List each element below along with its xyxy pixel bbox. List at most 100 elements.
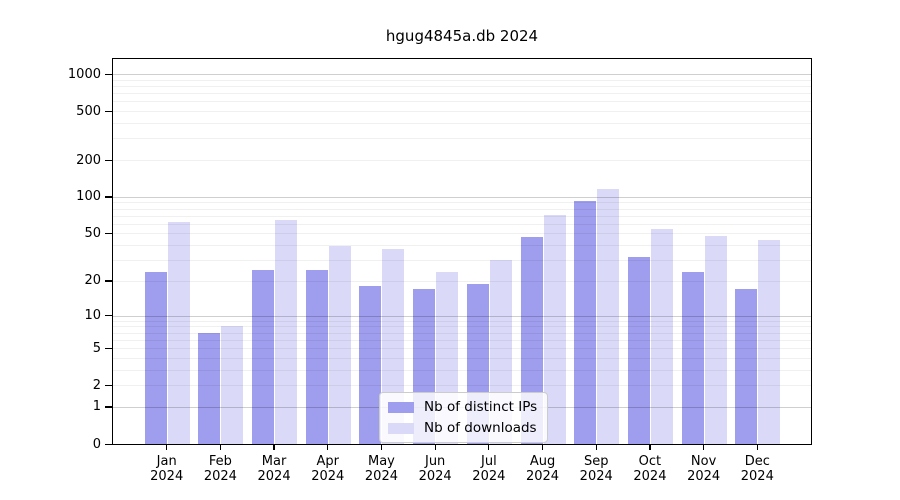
year-label: 2024 [579,469,613,484]
x-tick-feb [219,444,221,450]
bar-downloads-apr [328,246,351,444]
bar-distinct-ips-mar [252,269,275,444]
y-tick-label-0: 0 [92,436,101,452]
x-tick-label-jan: Jan 2024 [135,454,199,484]
month-label: Dec [744,454,770,469]
year-label: 2024 [418,469,452,484]
y-tick-20 [105,280,113,282]
month-label: Oct [638,454,662,469]
month-label: Sep [583,454,609,469]
bar-downloads-feb [221,326,244,444]
y-tick-0 [105,443,113,445]
gridline-700 [113,93,811,95]
bar-distinct-ips-jan [144,271,167,444]
y-tick-label-5: 5 [92,340,101,356]
bar-downloads-aug [543,215,566,444]
y-tick-1 [105,406,113,408]
bar-distinct-ips-oct [627,256,650,444]
x-tick-apr [327,444,329,450]
x-tick-label-apr: Apr 2024 [296,454,360,484]
x-tick-aug [541,444,544,450]
year-label: 2024 [687,469,721,484]
year-label: 2024 [740,469,774,484]
y-tick-10 [105,315,113,317]
gridline-80 [113,208,811,210]
y-tick-label-1: 1 [92,399,101,415]
y-tick-label-20: 20 [84,273,101,289]
y-tick-5 [105,347,113,349]
month-label: Jun [424,454,446,469]
y-tick-2 [105,384,113,386]
gridline-300 [113,138,811,140]
year-label: 2024 [150,469,184,484]
gridline-70 [113,215,811,217]
x-tick-mar [273,444,275,450]
gridline-60 [113,223,811,225]
gridline-200 [113,160,811,162]
x-tick-label-dec: Dec 2024 [725,454,789,484]
x-tick-label-mar: Mar 2024 [242,454,306,484]
gridline-500 [113,111,811,113]
y-tick-label-2: 2 [92,377,101,393]
y-tick-100 [105,196,113,198]
bar-distinct-ips-feb [198,332,221,444]
x-tick-sep [595,444,597,450]
bar-distinct-ips-sep [574,201,597,444]
x-tick-label-oct: Oct 2024 [618,454,682,484]
gridline-50 [113,233,811,235]
y-tick-label-1000: 1000 [67,66,101,82]
y-tick-500 [105,110,113,112]
bar-downloads-nov [704,235,727,444]
month-label: Nov [690,454,717,469]
x-tick-oct [649,444,651,450]
x-tick-jul [488,444,490,450]
x-tick-dec [756,444,758,450]
bar-downloads-mar [275,220,298,444]
x-tick-label-jul: Jul 2024 [457,454,521,484]
legend-swatch-downloads [388,422,414,434]
bar-downloads-dec [758,240,781,444]
y-tick-200 [105,159,113,161]
x-tick-may [380,444,383,450]
gridline-90 [113,202,811,204]
legend-row: Nb of distinct IPs [388,399,537,415]
gridline-100 [113,196,811,198]
gridline-800 [113,85,811,87]
year-label: 2024 [364,469,398,484]
bar-downloads-oct [650,229,673,444]
year-label: 2024 [257,469,291,484]
plot-area: 0 1 2 5 10 20 50 100 200 500 1000 Jan 2024 Feb 2024 Mar… [68,58,812,484]
bar-downloads-sep [597,189,620,444]
month-label: Apr [316,454,340,469]
y-tick-label-500: 500 [76,103,101,119]
y-tick-label-100: 100 [76,189,101,205]
year-label: 2024 [472,469,506,484]
legend-label-distinct-ips: Nb of distinct IPs [424,399,538,415]
year-label: 2024 [633,469,667,484]
month-label: Aug [529,454,556,469]
year-label: 2024 [203,469,237,484]
x-tick-label-aug: Aug 2024 [511,454,575,484]
year-label: 2024 [525,469,560,484]
x-tick-label-feb: Feb 2024 [188,454,252,484]
legend-swatch-distinct-ips [388,401,414,413]
x-tick-label-sep: Sep 2024 [564,454,628,484]
month-label: Feb [208,454,232,469]
gridline-400 [113,123,811,125]
x-tick-jun [434,444,436,450]
bar-distinct-ips-nov [681,271,704,444]
month-label: Jan [156,454,177,469]
x-tick-label-nov: Nov 2024 [672,454,736,484]
legend-label-downloads: Nb of downloads [424,420,537,436]
year-label: 2024 [311,469,345,484]
gridline-900 [113,79,811,81]
legend-row: Nb of downloads [388,420,537,436]
x-tick-label-jun: Jun 2024 [403,454,467,484]
bar-distinct-ips-apr [305,269,328,444]
y-tick-label-10: 10 [84,308,101,324]
y-tick-label-200: 200 [76,152,101,168]
gridline-600 [113,101,811,103]
chart-title: hgug4845a.db 2024 [385,27,539,45]
bar-distinct-ips-may [359,286,382,444]
